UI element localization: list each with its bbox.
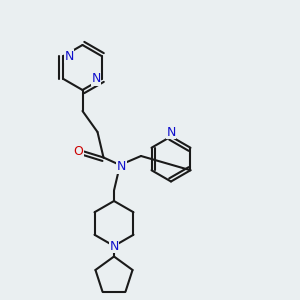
Text: O: O: [74, 145, 83, 158]
Text: N: N: [64, 50, 74, 63]
Text: N: N: [109, 239, 119, 253]
Text: N: N: [166, 125, 176, 139]
Text: N: N: [117, 160, 126, 173]
Text: N: N: [91, 72, 101, 85]
